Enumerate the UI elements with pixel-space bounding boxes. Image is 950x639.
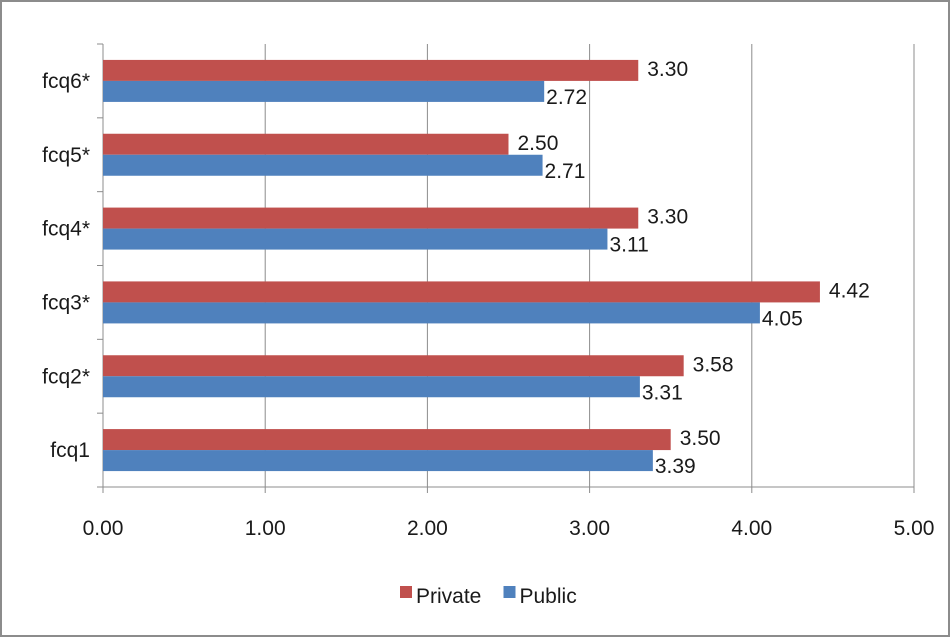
legend-label-private: Private xyxy=(416,585,481,608)
data-label-public: 3.31 xyxy=(642,381,683,404)
x-tick-label: 3.00 xyxy=(569,517,610,540)
data-label-private: 3.30 xyxy=(647,206,688,229)
data-label-public: 3.39 xyxy=(655,455,696,478)
data-label-public: 2.72 xyxy=(546,86,587,109)
data-label-private: 3.30 xyxy=(647,58,688,81)
bar-private xyxy=(103,133,509,155)
data-label-public: 2.71 xyxy=(545,160,586,183)
data-label-private: 2.50 xyxy=(518,132,559,155)
category-label: fcq2* xyxy=(42,365,90,388)
data-label-private: 3.58 xyxy=(693,353,734,376)
category-label: fcq6* xyxy=(42,70,90,93)
x-tick-label: 2.00 xyxy=(407,517,448,540)
bar-public xyxy=(103,450,653,472)
bar-private xyxy=(103,429,671,451)
x-tick-label: 1.00 xyxy=(245,517,286,540)
bar-public xyxy=(103,302,760,324)
category-label: fcq1 xyxy=(50,439,90,462)
x-tick-label: 0.00 xyxy=(83,517,124,540)
x-tick-label: 4.00 xyxy=(731,517,772,540)
bar-public xyxy=(103,154,543,176)
bar-private xyxy=(103,281,820,303)
legend-swatch-private xyxy=(400,586,412,598)
bar-public xyxy=(103,376,640,398)
bar-private xyxy=(103,355,684,377)
data-label-private: 3.50 xyxy=(680,427,721,450)
bar-public xyxy=(103,228,608,250)
category-label: fcq4* xyxy=(42,218,90,241)
bar-private xyxy=(103,59,639,81)
data-label-private: 4.42 xyxy=(829,279,870,302)
data-label-public: 3.11 xyxy=(609,234,648,257)
legend-label-public: Public xyxy=(520,585,577,608)
data-label-public: 4.05 xyxy=(762,307,803,330)
bar-private xyxy=(103,207,639,229)
category-label: fcq5* xyxy=(42,144,90,167)
category-label: fcq3* xyxy=(42,291,90,314)
x-tick-label: 5.00 xyxy=(894,517,935,540)
bar-public xyxy=(103,80,545,102)
legend-swatch-public xyxy=(503,586,516,598)
